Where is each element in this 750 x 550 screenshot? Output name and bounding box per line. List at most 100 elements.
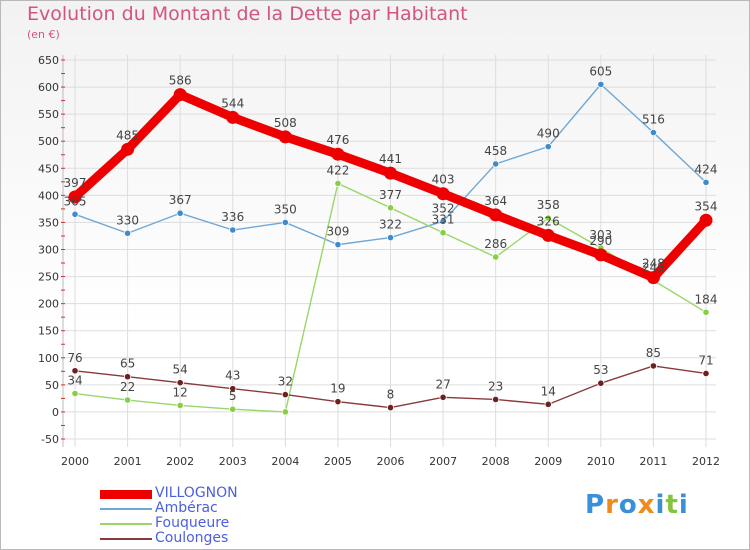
legend-label-amberac: Ambérac (155, 500, 218, 516)
data-point (176, 379, 184, 387)
data-point (439, 229, 447, 237)
data-label: 76 (67, 351, 82, 365)
data-point (71, 210, 79, 218)
legend-swatch-coulonges (100, 538, 152, 540)
data-label: 303 (589, 228, 612, 242)
data-point (281, 408, 289, 416)
data-label: 358 (537, 198, 560, 212)
y-tick-label: 0 (52, 406, 59, 419)
data-label: 14 (541, 384, 556, 398)
data-label: 331 (432, 213, 455, 227)
data-label: 476 (326, 133, 349, 147)
legend-swatch-villognon (100, 490, 152, 499)
data-label: 34 (67, 374, 82, 388)
data-point (541, 228, 555, 242)
data-label: 8 (387, 388, 395, 402)
y-tick-label: 100 (38, 352, 59, 365)
x-tick-label: 2003 (219, 455, 247, 468)
data-label: 322 (379, 218, 402, 232)
logo-letter: P (585, 490, 606, 520)
data-label: 65 (120, 357, 135, 371)
data-point (649, 128, 658, 137)
data-point (71, 389, 79, 398)
data-point (544, 214, 552, 222)
data-label: 422 (326, 163, 349, 177)
data-point (597, 80, 605, 88)
data-point (544, 143, 552, 151)
y-tick-label: 350 (38, 216, 59, 229)
logo-letter: i (678, 490, 689, 520)
y-tick-label: 200 (38, 298, 59, 311)
y-tick-label: 450 (38, 162, 59, 175)
x-tick-label: 2007 (429, 455, 457, 468)
legend-label-villognon: VILLOGNON (155, 485, 238, 501)
logo-letter: o (618, 490, 638, 520)
x-tick-label: 2004 (271, 455, 299, 468)
data-label: 403 (432, 173, 455, 187)
data-label: 12 (173, 385, 188, 399)
data-point (386, 204, 395, 212)
data-point (123, 229, 132, 237)
data-point (544, 400, 552, 408)
data-point (176, 401, 184, 410)
x-tick-label: 2010 (587, 455, 615, 468)
x-tick-label: 2009 (534, 455, 562, 468)
data-label: 19 (330, 382, 345, 396)
data-point (68, 190, 82, 204)
data-label: 336 (221, 210, 244, 224)
data-label: 85 (646, 346, 661, 360)
data-point (173, 88, 187, 102)
data-label: 22 (120, 380, 135, 394)
data-point (123, 373, 132, 381)
data-label: 485 (116, 128, 139, 142)
y-tick-label: 550 (38, 108, 59, 121)
data-label: 490 (537, 127, 560, 141)
data-label: 424 (695, 162, 718, 176)
data-label: 27 (435, 377, 450, 391)
data-point (334, 398, 342, 406)
chart-unit: (en €) (27, 28, 60, 41)
data-label: 586 (169, 74, 192, 88)
data-point (229, 405, 237, 413)
logo-letter: t (665, 490, 679, 520)
legend-swatch-amberac (100, 508, 152, 510)
x-tick-label: 2006 (377, 455, 405, 468)
data-point (71, 367, 79, 375)
data-point (121, 142, 135, 156)
data-point (278, 130, 292, 144)
data-point (436, 187, 450, 201)
data-label: 365 (64, 194, 87, 208)
x-tick-label: 2008 (482, 455, 510, 468)
data-label: 184 (695, 292, 718, 306)
logo-letter: x (637, 490, 656, 520)
data-label: 397 (64, 176, 87, 190)
legend-label-coulonges: Coulonges (155, 530, 229, 546)
x-tick-label: 2002 (166, 455, 194, 468)
chart-title: Evolution du Montant de la Dette par Hab… (27, 3, 468, 25)
data-label: 367 (169, 193, 192, 207)
data-point (439, 217, 447, 225)
data-label: 326 (537, 214, 560, 228)
data-label: 243 (642, 260, 665, 274)
data-point (331, 147, 345, 161)
data-point (492, 160, 500, 168)
data-label: 508 (274, 116, 297, 130)
y-tick-label: 300 (38, 244, 59, 257)
data-point (646, 271, 660, 285)
data-point (492, 395, 500, 404)
y-tick-label: 250 (38, 271, 59, 284)
data-label: 377 (379, 188, 402, 202)
data-label: 350 (274, 202, 297, 216)
x-tick-label: 2000 (61, 455, 89, 468)
data-point (702, 178, 710, 186)
data-label: 458 (484, 144, 507, 158)
data-point (702, 369, 710, 378)
legend-label-fouqueure: Fouqueure (155, 515, 230, 531)
y-tick-label: 650 (38, 54, 59, 67)
data-point (229, 226, 237, 234)
data-point (594, 248, 608, 262)
data-point (489, 208, 503, 222)
logo-letter: i (655, 490, 666, 520)
y-tick-label: 50 (45, 379, 59, 392)
y-tick-label: 500 (38, 135, 59, 148)
